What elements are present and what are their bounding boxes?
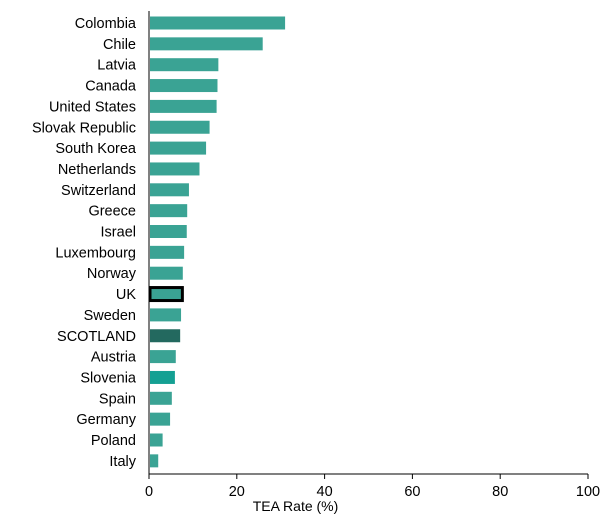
bar-spain — [150, 391, 172, 405]
category-label-spain: Spain — [99, 391, 136, 407]
x-axis: 0 20 40 60 80 100 — [145, 11, 600, 500]
bar-scotland — [150, 329, 181, 343]
bar-poland — [150, 433, 163, 447]
category-label-south-korea: South Korea — [55, 141, 137, 157]
bar-uk — [148, 286, 184, 303]
category-label-chile: Chile — [103, 37, 136, 53]
bar-greece — [150, 204, 188, 218]
category-label-slovak-republic: Slovak Republic — [32, 120, 136, 136]
x-tick-label-0: 0 — [145, 484, 153, 500]
category-label-luxembourg: Luxembourg — [55, 245, 136, 261]
x-tick-label-60: 60 — [404, 484, 420, 500]
category-label-sweden: Sweden — [84, 308, 136, 324]
bar-colombia — [150, 16, 286, 30]
category-label-netherlands: Netherlands — [58, 162, 136, 178]
bar-chile — [150, 37, 263, 51]
bars-group — [148, 16, 286, 468]
bar-italy — [150, 454, 159, 468]
category-label-slovenia: Slovenia — [80, 370, 137, 386]
category-label-uk: UK — [116, 287, 136, 303]
x-axis-title: TEA Rate (%) — [253, 498, 339, 514]
category-label-latvia: Latvia — [97, 58, 137, 74]
bar-slovenia — [150, 370, 175, 384]
bar-norway — [150, 266, 183, 280]
x-tick-label-100: 100 — [576, 484, 600, 500]
bar-switzerland — [150, 183, 189, 197]
category-label-colombia: Colombia — [75, 16, 137, 32]
category-label-norway: Norway — [87, 266, 137, 282]
category-label-poland: Poland — [91, 433, 136, 449]
bar-canada — [150, 79, 218, 93]
category-label-italy: Italy — [109, 454, 136, 470]
category-label-israel: Israel — [101, 225, 136, 241]
category-label-scotland: SCOTLAND — [57, 329, 136, 345]
category-label-greece: Greece — [88, 204, 136, 220]
category-label-switzerland: Switzerland — [61, 183, 136, 199]
bar-germany — [150, 412, 171, 426]
bar-slovak-republic — [150, 120, 210, 134]
bar-luxembourg — [150, 245, 185, 259]
x-tick-label-80: 80 — [492, 484, 508, 500]
x-tick-label-40: 40 — [317, 484, 333, 500]
category-label-united-states: United States — [49, 99, 136, 115]
bar-netherlands — [150, 162, 200, 176]
category-label-canada: Canada — [85, 79, 137, 95]
category-labels-group: Colombia Chile Latvia Canada United States Sl… — [32, 16, 137, 470]
category-label-austria: Austria — [91, 350, 137, 366]
bar-austria — [150, 350, 176, 364]
bar-israel — [150, 225, 187, 238]
category-label-germany: Germany — [76, 412, 136, 428]
bar-united-states — [150, 99, 217, 113]
bar-sweden — [150, 308, 182, 322]
bar-south-korea — [150, 141, 207, 155]
bar-latvia — [150, 58, 219, 72]
x-tick-label-20: 20 — [229, 484, 245, 500]
